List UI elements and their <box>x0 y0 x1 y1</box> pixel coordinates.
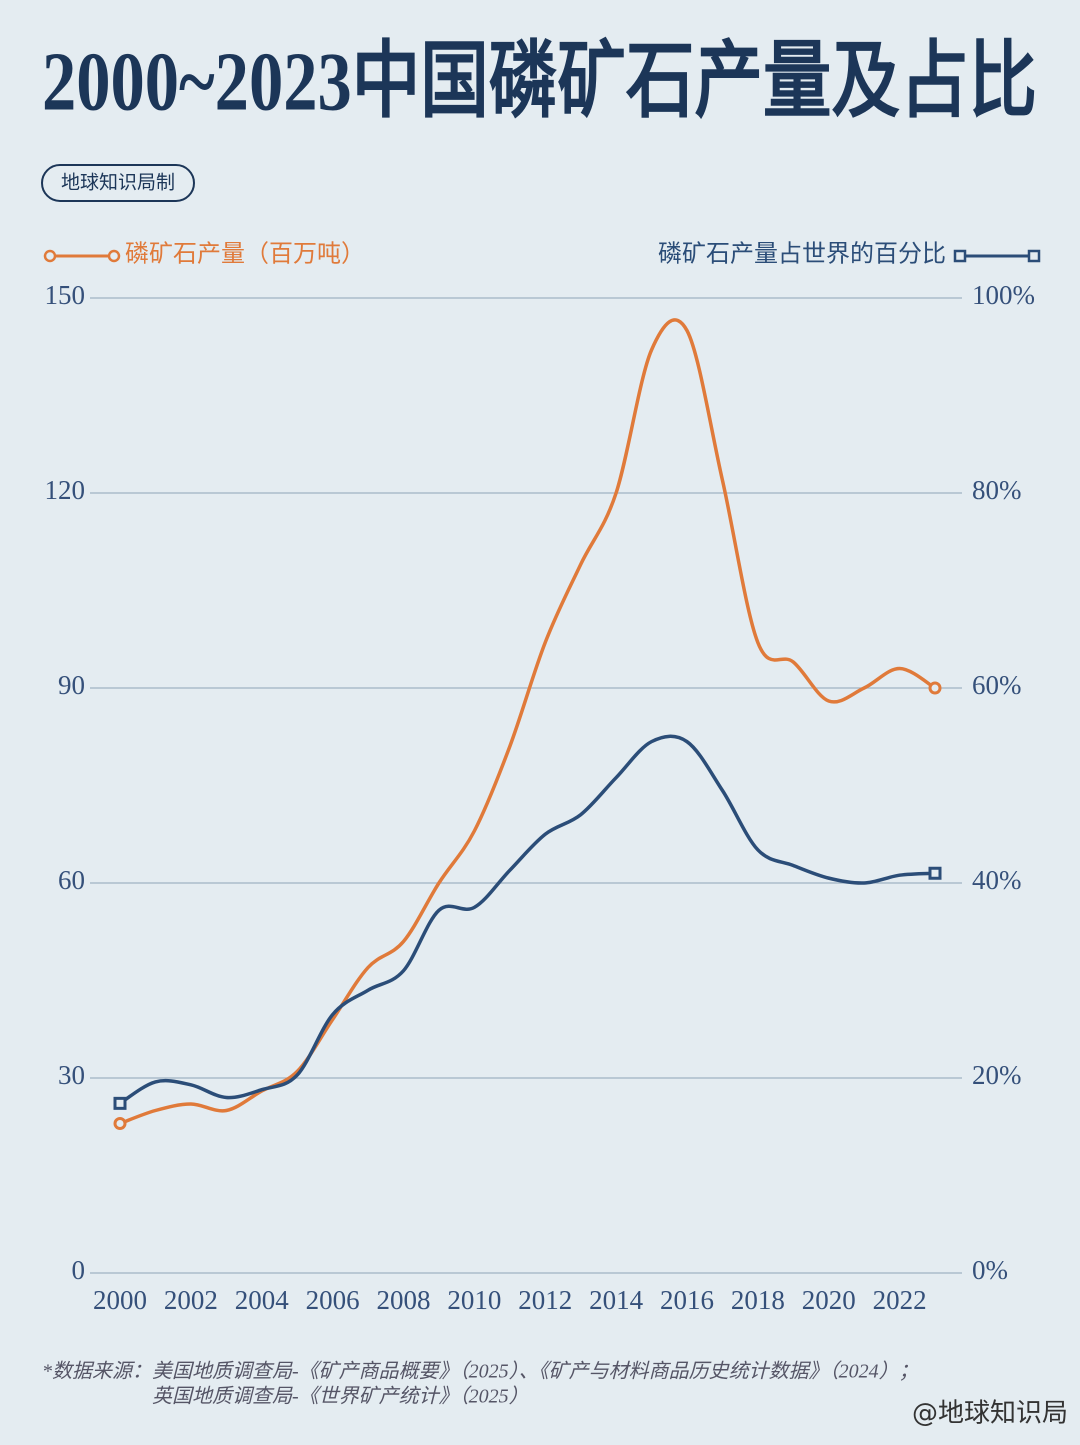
y-tick-label: 120 <box>45 475 86 505</box>
x-tick-label: 2020 <box>802 1285 856 1315</box>
end-marker <box>113 1117 127 1130</box>
legend-label: 磷矿石产量（百万吨） <box>125 241 365 268</box>
x-tick-label: 2012 <box>518 1285 572 1315</box>
y2-tick-label: 0% <box>972 1255 1008 1285</box>
chart-title: 2000~2023中国磷矿石产量及占比 <box>42 35 1037 128</box>
end-marker <box>113 1096 127 1110</box>
end-marker <box>928 681 942 695</box>
x-tick-label: 2004 <box>235 1285 290 1315</box>
legend-marker <box>1027 249 1041 263</box>
series-line <box>119 734 936 1105</box>
y-tick-label: 30 <box>58 1060 85 1090</box>
source-note: *数据来源：美国地质调查局-《矿产商品概要》（2025）、《矿产与材料商品历史统… <box>42 1360 919 1383</box>
legend-label: 磷矿石产量占世界的百分比 <box>658 241 946 268</box>
x-tick-label: 2008 <box>376 1285 430 1315</box>
chart-subtitle: 地球知识局制 <box>61 171 175 193</box>
y-tick-label: 0 <box>72 1255 86 1285</box>
x-tick-label: 2002 <box>164 1285 218 1315</box>
x-tick-label: 2022 <box>873 1285 927 1315</box>
x-tick-label: 2014 <box>589 1285 644 1315</box>
end-marker <box>928 866 942 880</box>
source-note: 英国地质调查局-《世界矿产统计》（2025） <box>152 1385 529 1408</box>
y-tick-label: 150 <box>45 280 86 310</box>
y2-tick-label: 100% <box>972 280 1035 310</box>
x-tick-label: 2010 <box>447 1285 501 1315</box>
legend-marker <box>107 249 121 263</box>
y-tick-label: 90 <box>58 670 85 700</box>
legend-marker <box>953 249 967 263</box>
x-tick-label: 2006 <box>306 1285 360 1315</box>
legend-marker <box>43 249 57 263</box>
y2-tick-label: 80% <box>972 475 1022 505</box>
badge <box>41 164 195 202</box>
x-tick-label: 2000 <box>93 1285 147 1315</box>
y-tick-label: 60 <box>58 865 85 895</box>
watermark: @地球知识局 <box>912 1399 1068 1429</box>
y2-tick-label: 60% <box>972 670 1022 700</box>
x-tick-label: 2016 <box>660 1285 714 1315</box>
y2-tick-label: 40% <box>972 865 1022 895</box>
y2-tick-label: 20% <box>972 1060 1022 1090</box>
x-tick-label: 2018 <box>731 1285 785 1315</box>
